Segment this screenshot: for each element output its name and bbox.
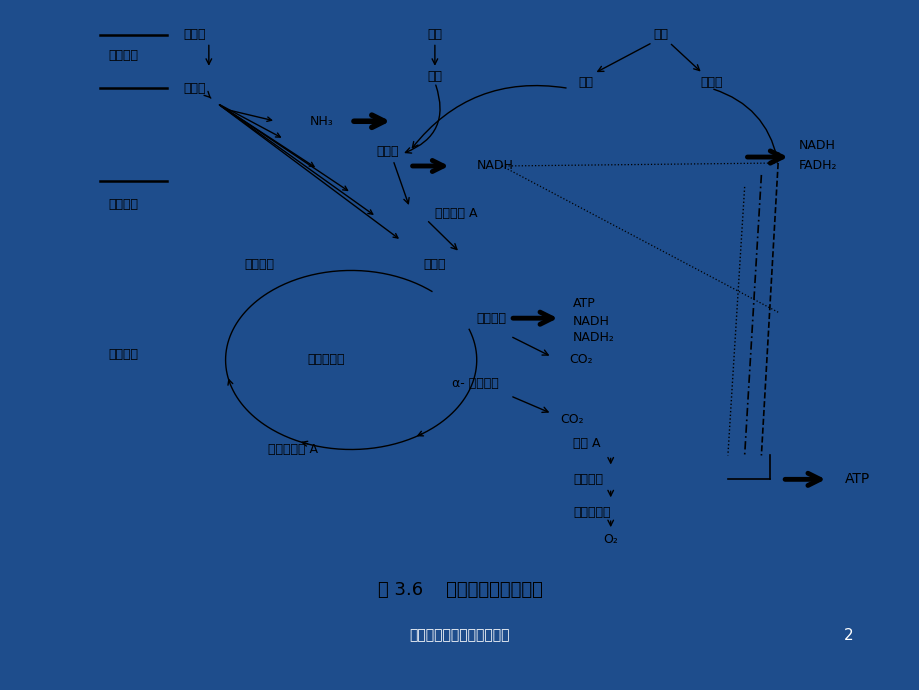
Text: 脂类: 脂类 (652, 28, 668, 41)
Text: 辅酶 A: 辅酶 A (573, 437, 600, 450)
Text: NADH: NADH (799, 139, 835, 152)
Text: 脂肪酸: 脂肪酸 (699, 76, 721, 89)
Text: α- 酮戊二酸: α- 酮戊二酸 (451, 377, 498, 391)
Text: 异柠檬酸: 异柠檬酸 (476, 312, 506, 325)
Text: 丙酮酸: 丙酮酸 (376, 145, 398, 157)
Text: 氨基酸: 氨基酸 (184, 82, 206, 95)
Text: 乙酰辅酶 A: 乙酰辅酶 A (435, 207, 477, 220)
Text: 细胞色素: 细胞色素 (573, 473, 602, 486)
Text: FADH₂: FADH₂ (799, 159, 836, 172)
Text: 第一阶段: 第一阶段 (108, 49, 138, 62)
Text: O₂: O₂ (603, 533, 618, 546)
Text: 第二阶段: 第二阶段 (108, 198, 138, 211)
Text: ATP: ATP (845, 473, 869, 486)
Text: NADH: NADH (476, 159, 513, 172)
Text: 第三阶段: 第三阶段 (108, 348, 138, 360)
Text: 电子传递链: 电子传递链 (573, 506, 610, 519)
Text: NH₃: NH₃ (309, 115, 333, 128)
Text: NADH: NADH (573, 315, 609, 328)
Text: 多糖: 多糖 (427, 28, 442, 41)
Text: 单糖: 单糖 (427, 70, 442, 83)
Text: CO₂: CO₂ (568, 353, 592, 366)
Text: NADH₂: NADH₂ (573, 331, 614, 344)
Text: 草酰乙酸: 草酰乙酸 (244, 258, 274, 271)
Text: 微生物的代谢重点医学知识: 微生物的代谢重点医学知识 (409, 629, 510, 642)
Text: CO₂: CO₂ (560, 413, 584, 426)
Text: 甘油: 甘油 (577, 76, 593, 89)
Text: ATP: ATP (573, 297, 596, 310)
Text: 蛋白质: 蛋白质 (184, 28, 206, 41)
Text: 琥珀酸辅酶 A: 琥珀酸辅酶 A (267, 443, 317, 456)
Text: 图 3.6    分解代谢的三个阶段: 图 3.6 分解代谢的三个阶段 (377, 581, 542, 599)
Text: 2: 2 (843, 628, 853, 643)
Text: 柠檬酸: 柠檬酸 (423, 258, 446, 271)
Text: 三羧酸循环: 三羧酸循环 (307, 353, 345, 366)
